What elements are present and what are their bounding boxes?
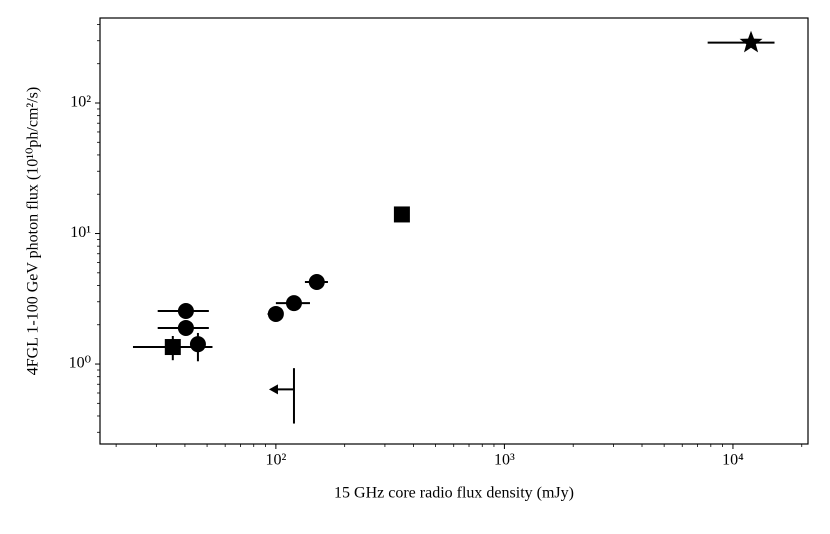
data-point xyxy=(739,30,763,53)
data-point xyxy=(164,339,181,356)
data-point xyxy=(189,336,206,353)
y-tick-label: 10⁰ xyxy=(69,355,91,372)
limit-arrow-head xyxy=(268,384,278,395)
x-tick-label: 10³ xyxy=(494,452,515,469)
plot-frame xyxy=(99,17,809,445)
data-point xyxy=(267,305,284,322)
data-point xyxy=(177,319,194,336)
x-axis-label: 15 GHz core radio flux density (mJy) xyxy=(334,485,574,502)
x-tick-label: 10⁴ xyxy=(722,452,744,469)
data-point xyxy=(308,274,325,291)
x-tick-label: 10² xyxy=(265,452,286,469)
data-point xyxy=(393,206,410,223)
y-tick-label: 10² xyxy=(70,94,91,111)
data-point xyxy=(285,295,302,312)
y-tick-label: 10¹ xyxy=(70,224,91,241)
data-point xyxy=(177,302,194,319)
y-axis-label: 4FGL 1-100 GeV photon flux (10¹⁰ph/cm²/s… xyxy=(25,87,42,375)
